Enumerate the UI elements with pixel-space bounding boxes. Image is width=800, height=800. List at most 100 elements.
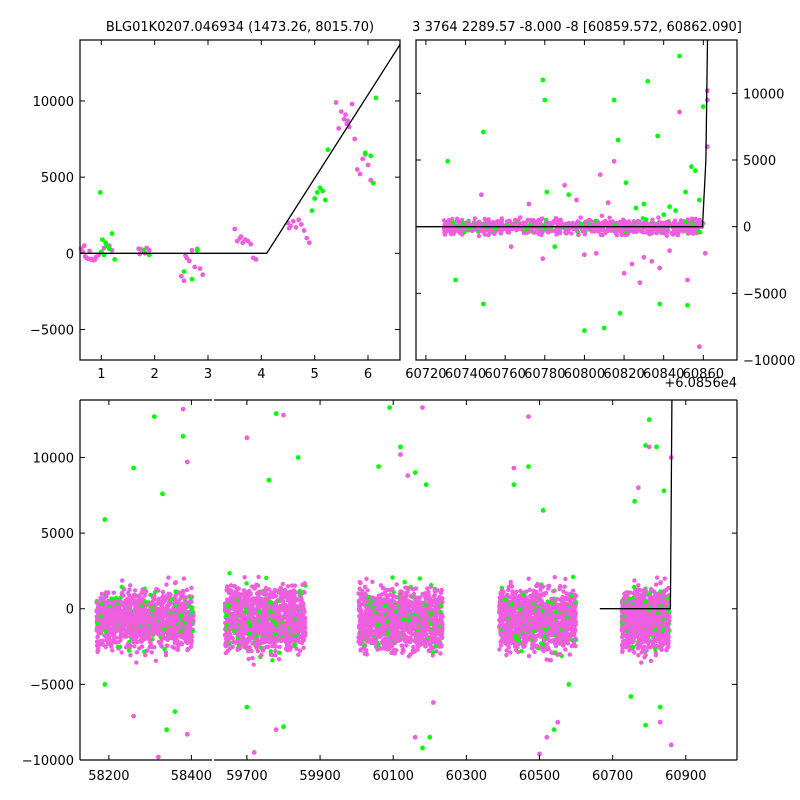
- band-point: [451, 220, 456, 225]
- band-point: [277, 650, 282, 655]
- data-point-magenta: [582, 252, 587, 258]
- band-point: [510, 223, 515, 229]
- band-point: [188, 639, 194, 644]
- band-point: [476, 233, 482, 239]
- band-point: [272, 587, 277, 593]
- band-point: [277, 624, 282, 629]
- band-point: [130, 611, 136, 616]
- data-point-magenta: [641, 254, 647, 260]
- band-point: [399, 595, 404, 601]
- band-point: [280, 593, 285, 598]
- band-point: [186, 600, 192, 605]
- band-point: [278, 631, 283, 636]
- band-point: [417, 576, 422, 581]
- band-point: [107, 637, 112, 642]
- data-point-magenta: [649, 258, 655, 264]
- band-point: [296, 616, 301, 621]
- band-point: [294, 597, 300, 602]
- data-point-magenta: [286, 225, 292, 231]
- band-point: [641, 221, 647, 227]
- band-point: [106, 590, 111, 595]
- band-point: [121, 593, 126, 598]
- band-point: [104, 634, 110, 639]
- band-point: [148, 640, 153, 645]
- band-point: [429, 630, 434, 635]
- band-point: [147, 644, 152, 650]
- band-point: [184, 632, 189, 637]
- band-point: [287, 598, 293, 603]
- band-point: [249, 627, 254, 632]
- band-point: [99, 591, 105, 596]
- band-point: [512, 217, 518, 223]
- band-point: [254, 582, 259, 587]
- data-point-magenta: [338, 109, 344, 114]
- data-point-magenta: [702, 250, 708, 256]
- data-point-green: [552, 244, 558, 250]
- data-point-green: [325, 147, 331, 153]
- band-point: [230, 593, 235, 599]
- band-point: [510, 227, 515, 232]
- band-point: [260, 604, 265, 609]
- band-point: [285, 611, 291, 616]
- band-point: [635, 218, 640, 224]
- band-point: [171, 606, 176, 611]
- band-point: [408, 593, 413, 599]
- band-point: [273, 602, 278, 607]
- band-point: [181, 594, 186, 599]
- band-point: [366, 595, 371, 600]
- band-point: [288, 647, 293, 652]
- band-point: [123, 629, 128, 634]
- band-point: [129, 598, 135, 603]
- model-line: [80, 44, 401, 254]
- data-point-magenta: [333, 100, 339, 105]
- data-point-magenta: [183, 253, 189, 258]
- band-point: [132, 588, 138, 593]
- band-point: [576, 232, 581, 237]
- band-point: [173, 589, 178, 594]
- band-point: [242, 575, 247, 580]
- band-point: [246, 656, 251, 662]
- band-point: [110, 621, 115, 627]
- band-point: [455, 216, 460, 221]
- data-point-green: [661, 212, 667, 218]
- band-point: [150, 595, 156, 600]
- data-point-green: [689, 164, 694, 170]
- band-point: [114, 604, 119, 609]
- band-point: [438, 651, 443, 656]
- data-point-magenta: [343, 112, 348, 118]
- band-point: [432, 588, 437, 593]
- data-point-magenta: [354, 167, 360, 172]
- band-point: [389, 610, 394, 615]
- band-point: [301, 606, 306, 611]
- band-point: [272, 632, 278, 637]
- band-point: [106, 641, 112, 647]
- band-point: [98, 642, 103, 647]
- band-point: [132, 592, 138, 598]
- data-point-magenta: [232, 226, 238, 232]
- band-point: [137, 596, 142, 601]
- band-point: [469, 228, 475, 234]
- data-point-green: [683, 189, 688, 195]
- band-point: [245, 649, 251, 654]
- band-point: [423, 591, 428, 596]
- band-point: [539, 232, 544, 238]
- band-point: [101, 610, 107, 615]
- data-point-magenta: [357, 171, 363, 177]
- x-tick-label: 3: [204, 367, 212, 382]
- data-point-magenta: [181, 278, 187, 284]
- band-point: [370, 579, 375, 584]
- data-point-green: [700, 104, 706, 110]
- chart-top-right-title: 3 3764 2289.57 -8.000 -8 [60859.572, 608…: [412, 20, 742, 35]
- band-point: [385, 619, 390, 624]
- band-point: [378, 619, 384, 624]
- band-point: [638, 221, 643, 227]
- band-point: [644, 217, 649, 222]
- band-point: [162, 626, 167, 632]
- band-point: [126, 602, 132, 607]
- band-point: [226, 625, 231, 630]
- band-point: [415, 597, 420, 602]
- band-point: [400, 634, 406, 639]
- band-point: [358, 606, 363, 612]
- x-tick-label: 2: [151, 367, 159, 382]
